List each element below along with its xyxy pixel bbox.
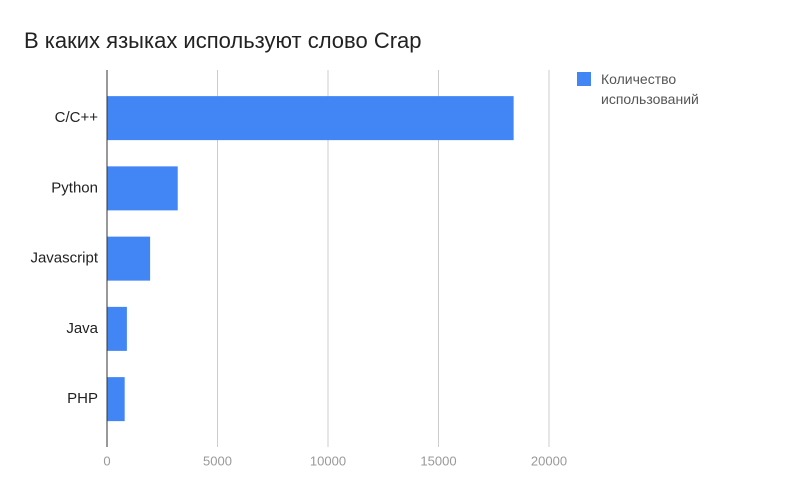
x-tick-label: 20000 — [531, 453, 567, 468]
y-tick-label: Java — [66, 320, 98, 337]
x-tick-label: 10000 — [310, 453, 346, 468]
y-tick-label: C/C++ — [55, 109, 99, 126]
y-tick-label: Python — [51, 179, 98, 196]
bar — [107, 236, 151, 281]
x-tick-label: 0 — [103, 453, 110, 468]
chart-title: В каких языках используют слово Crap — [24, 28, 422, 53]
bar — [107, 377, 125, 422]
bar — [107, 306, 127, 351]
bar — [107, 166, 178, 211]
y-tick-label: Javascript — [30, 250, 98, 267]
x-tick-label: 15000 — [420, 453, 456, 468]
bar — [107, 96, 514, 141]
legend-label: Количество использований — [601, 71, 699, 107]
x-tick-label: 5000 — [203, 453, 232, 468]
legend-swatch — [577, 72, 591, 86]
y-tick-label: PHP — [67, 390, 98, 407]
